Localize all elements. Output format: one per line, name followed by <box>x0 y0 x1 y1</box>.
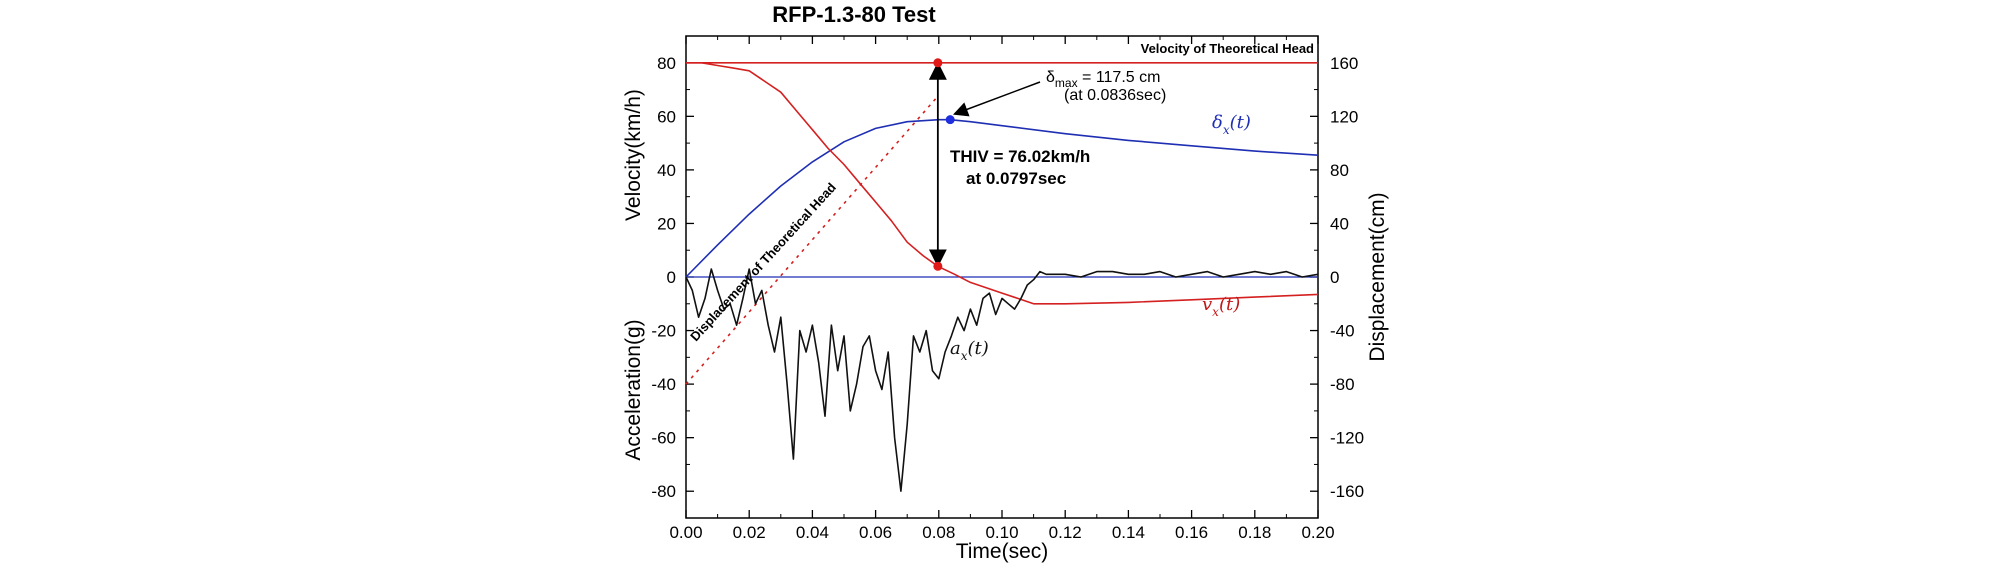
y-right-tick-label: 120 <box>1330 107 1358 126</box>
y-left-tick-label: -40 <box>651 375 676 394</box>
thiv-label-line1: THIV = 76.02km/h <box>950 147 1090 166</box>
velocity-series-label-sub: x <box>1212 305 1219 319</box>
velocity-series-line <box>686 61 1319 305</box>
delta-max-sub: max <box>1055 76 1078 90</box>
thiv-bottom-point <box>933 261 943 271</box>
y-right-tick-label: 0 <box>1330 268 1339 287</box>
x-tick-label: 0.12 <box>1049 523 1082 542</box>
y-left-tick-label: -60 <box>651 429 676 448</box>
velocity-head-label: Velocity of Theoretical Head <box>1141 41 1314 56</box>
displacement-head-label: Displacement of Theoretical Head <box>687 180 839 344</box>
y-right-axis-ticks: 160 120 80 40 0 -40 -80 -120 -160 <box>1310 54 1364 519</box>
delta-max-annotation: δmax = 117.5 cm <box>1046 69 1160 90</box>
x-tick-label: 0.10 <box>985 523 1018 542</box>
acceleration-series-label-main: a <box>950 338 961 359</box>
x-tick-label: 0.20 <box>1301 523 1334 542</box>
y-left-tick-label: -20 <box>651 322 676 341</box>
x-tick-label: 0.02 <box>733 523 766 542</box>
y-right-tick-label: -120 <box>1330 429 1364 448</box>
y-axis-title-acceleration: Acceleration(g) <box>622 319 645 460</box>
x-tick-label: 0.18 <box>1238 523 1271 542</box>
delta-max-point <box>945 115 955 125</box>
y-right-tick-label: 160 <box>1330 54 1358 73</box>
acceleration-series-line <box>685 268 1319 493</box>
velocity-series-label-arg: (t) <box>1219 294 1240 315</box>
delta-series-label-sub: x <box>1223 123 1230 137</box>
y-right-tick-label: -80 <box>1330 375 1355 394</box>
delta-max-time: (at 0.0836sec) <box>1064 87 1166 104</box>
x-axis-ticks: 0.00 0.02 0.04 0.06 0.08 0.10 0.12 0.14 0.16 0.18… <box>669 36 1335 542</box>
displacement-head-line <box>685 95 939 385</box>
delta-max-value: = 117.5 cm <box>1078 69 1161 86</box>
delta-series-label-main: δ <box>1212 112 1223 133</box>
y-left-tick-label: 0 <box>667 268 676 287</box>
x-tick-label: 0.14 <box>1112 523 1145 542</box>
y-axis-title-velocity: Velocity(km/h) <box>622 89 645 221</box>
acceleration-series-label: ax(t) <box>950 338 989 363</box>
delta-series-label-arg: (t) <box>1230 112 1251 133</box>
y-right-tick-label: -40 <box>1330 322 1355 341</box>
x-tick-label: 0.08 <box>922 523 955 542</box>
y-right-tick-label: 40 <box>1330 214 1349 233</box>
x-tick-label: 0.16 <box>1175 523 1208 542</box>
acceleration-series-label-arg: (t) <box>968 338 989 359</box>
y-right-tick-label: 80 <box>1330 161 1349 180</box>
thiv-label-line2: at 0.0797sec <box>966 169 1066 188</box>
thiv-top-point <box>933 58 943 68</box>
y-axis-title-displacement: Displacement(cm) <box>1366 192 1389 361</box>
velocity-series-label-main: v <box>1202 294 1212 315</box>
delta-max-arrow <box>952 81 1041 117</box>
y-left-tick-label: -80 <box>651 482 676 501</box>
x-tick-label: 0.06 <box>859 523 892 542</box>
y-left-tick-label: 20 <box>657 214 676 233</box>
acceleration-series-label-sub: x <box>961 349 968 363</box>
x-tick-label: 0.00 <box>669 523 702 542</box>
velocity-series-label: vx(t) <box>1202 294 1240 319</box>
y-right-tick-label: -160 <box>1330 482 1364 501</box>
delta-max-symbol: δ <box>1046 69 1055 86</box>
x-tick-label: 0.04 <box>796 523 829 542</box>
y-left-tick-label: 60 <box>657 107 676 126</box>
y-left-axis-ticks: 80 60 40 20 0 -20 -40 -60 -80 <box>651 54 694 519</box>
delta-series-label: δx(t) <box>1212 112 1251 137</box>
y-left-tick-label: 40 <box>657 161 676 180</box>
y-left-tick-label: 80 <box>657 54 676 73</box>
x-axis-title: Time(sec) <box>956 540 1049 563</box>
chart-title: RFP-1.3-80 Test <box>772 2 936 27</box>
